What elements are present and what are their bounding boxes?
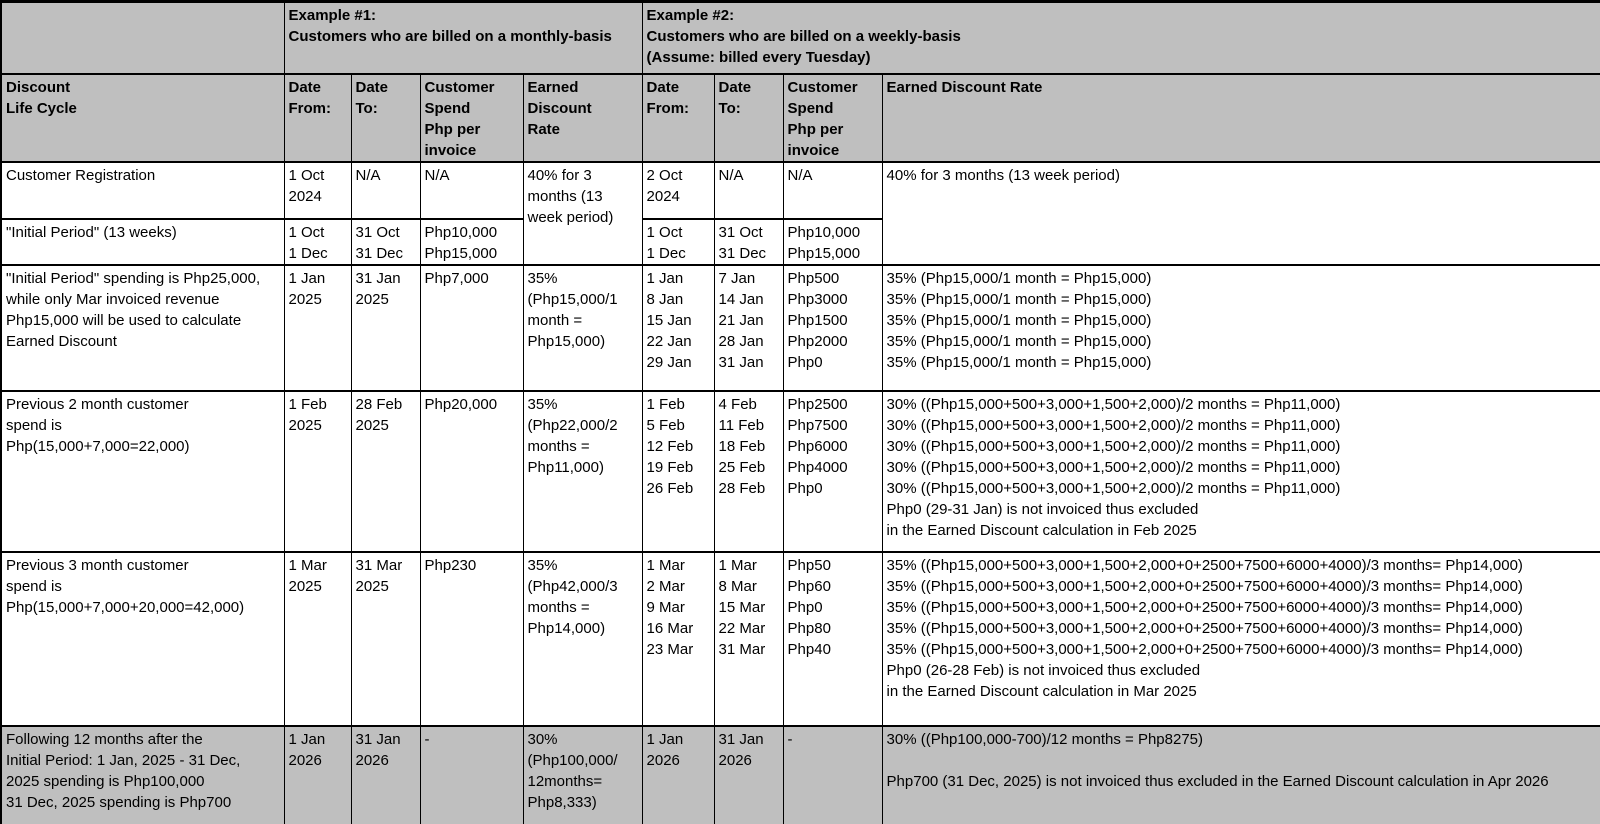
header-ex2-date-from: Date From: bbox=[641, 72, 715, 163]
cell-life-cycle: Previous 2 month customer spend is Php(1… bbox=[0, 389, 285, 553]
cell-ex1-date-from: 1 Mar 2025 bbox=[283, 550, 352, 727]
cell-ex2-rate: 35% (Php15,000/1 month = Php15,000) 35% … bbox=[881, 263, 1600, 392]
header-ex1-date-from: Date From: bbox=[283, 72, 352, 163]
cell-ex1-rate: 35% (Php42,000/3 months = Php14,000) bbox=[522, 550, 643, 727]
table-row-column-headers: Discount Life Cycle Date From: Date To: … bbox=[0, 72, 1600, 163]
cell-ex2-rate: 30% ((Php100,000-700)/12 months = Php827… bbox=[881, 724, 1600, 824]
cell-ex2-spend: Php50 Php60 Php0 Php80 Php40 bbox=[782, 550, 883, 727]
table-row-initial-period-spending: "Initial Period" spending is Php25,000, … bbox=[0, 263, 1600, 392]
table-row-customer-registration: Customer Registration 1 Oct 2024 N/A N/A… bbox=[0, 160, 1600, 266]
header-life-cycle: Discount Life Cycle bbox=[0, 72, 285, 163]
header-ex1-spend: Customer Spend Php per invoice bbox=[419, 72, 524, 163]
corner-cell bbox=[0, 0, 285, 75]
cell-ex1-date-to: 31 Oct 31 Dec bbox=[350, 217, 421, 266]
header-ex2-rate: Earned Discount Rate bbox=[881, 72, 1600, 163]
cell-life-cycle: Customer Registration bbox=[0, 160, 285, 220]
table-row-following-12-months: Following 12 months after the Initial Pe… bbox=[0, 724, 1600, 824]
cell-ex2-rate: 30% ((Php15,000+500+3,000+1,500+2,000)/2… bbox=[881, 389, 1600, 553]
header-ex1-date-to: Date To: bbox=[350, 72, 421, 163]
cell-ex1-rate: 35% (Php22,000/2 months = Php11,000) bbox=[522, 389, 643, 553]
cell-ex2-date-from: 1 Mar 2 Mar 9 Mar 16 Mar 23 Mar bbox=[641, 550, 715, 727]
cell-ex1-rate-merged: 40% for 3 months (13 week period) bbox=[522, 160, 643, 266]
cell-ex2-date-from: 1 Feb 5 Feb 12 Feb 19 Feb 26 Feb bbox=[641, 389, 715, 553]
cell-ex2-date-to: 31 Oct 31 Dec bbox=[713, 217, 784, 266]
cell-ex1-spend: - bbox=[419, 724, 524, 824]
cell-ex2-date-from: 2 Oct 2024 bbox=[641, 160, 715, 220]
cell-life-cycle: "Initial Period" spending is Php25,000, … bbox=[0, 263, 285, 392]
cell-ex1-date-to: 28 Feb 2025 bbox=[350, 389, 421, 553]
cell-ex1-spend: Php10,000 Php15,000 bbox=[419, 217, 524, 266]
cell-life-cycle: Previous 3 month customer spend is Php(1… bbox=[0, 550, 285, 727]
cell-ex2-date-to: N/A bbox=[713, 160, 784, 220]
cell-ex1-date-from: 1 Oct 1 Dec bbox=[283, 217, 352, 266]
cell-ex2-date-to: 1 Mar 8 Mar 15 Mar 22 Mar 31 Mar bbox=[713, 550, 784, 727]
cell-ex1-date-to: N/A bbox=[350, 160, 421, 220]
example2-title: Example #2: Customers who are billed on … bbox=[641, 0, 1600, 75]
cell-ex2-date-from: 1 Jan 8 Jan 15 Jan 22 Jan 29 Jan bbox=[641, 263, 715, 392]
cell-ex1-date-to: 31 Jan 2025 bbox=[350, 263, 421, 392]
cell-ex2-date-to: 31 Jan 2026 bbox=[713, 724, 784, 824]
cell-ex1-spend: Php7,000 bbox=[419, 263, 524, 392]
table-row-initial-period: "Initial Period" (13 weeks) 1 Oct 1 Dec … bbox=[0, 217, 1600, 266]
cell-ex1-rate: 35% (Php15,000/1 month = Php15,000) bbox=[522, 263, 643, 392]
cell-ex2-spend: - bbox=[782, 724, 883, 824]
cell-ex1-spend: Php230 bbox=[419, 550, 524, 727]
cell-ex2-rate: 35% ((Php15,000+500+3,000+1,500+2,000+0+… bbox=[881, 550, 1600, 727]
cell-ex2-date-from: 1 Oct 1 Dec bbox=[641, 217, 715, 266]
cell-ex1-date-to: 31 Mar 2025 bbox=[350, 550, 421, 727]
table-row-example-titles: Example #1: Customers who are billed on … bbox=[0, 0, 1600, 75]
cell-ex2-spend: Php2500 Php7500 Php6000 Php4000 Php0 bbox=[782, 389, 883, 553]
header-ex2-date-to: Date To: bbox=[713, 72, 784, 163]
cell-ex2-date-from: 1 Jan 2026 bbox=[641, 724, 715, 824]
example1-title: Example #1: Customers who are billed on … bbox=[283, 0, 643, 75]
cell-ex1-date-from: 1 Feb 2025 bbox=[283, 389, 352, 553]
header-ex2-spend: Customer Spend Php per invoice bbox=[782, 72, 883, 163]
header-ex1-rate: Earned Discount Rate bbox=[522, 72, 643, 163]
cell-life-cycle: Following 12 months after the Initial Pe… bbox=[0, 724, 285, 824]
cell-life-cycle: "Initial Period" (13 weeks) bbox=[0, 217, 285, 266]
cell-ex1-date-from: 1 Jan 2026 bbox=[283, 724, 352, 824]
cell-ex2-date-to: 7 Jan 14 Jan 21 Jan 28 Jan 31 Jan bbox=[713, 263, 784, 392]
cell-ex2-rate-merged: 40% for 3 months (13 week period) bbox=[881, 160, 1600, 266]
cell-ex2-spend: Php10,000 Php15,000 bbox=[782, 217, 883, 266]
cell-ex1-spend: Php20,000 bbox=[419, 389, 524, 553]
table-row-previous-2-month: Previous 2 month customer spend is Php(1… bbox=[0, 389, 1600, 553]
cell-ex2-spend: Php500 Php3000 Php1500 Php2000 Php0 bbox=[782, 263, 883, 392]
cell-ex2-spend: N/A bbox=[782, 160, 883, 220]
cell-ex1-date-from: 1 Jan 2025 bbox=[283, 263, 352, 392]
cell-ex1-date-from: 1 Oct 2024 bbox=[283, 160, 352, 220]
table-row-previous-3-month: Previous 3 month customer spend is Php(1… bbox=[0, 550, 1600, 727]
cell-ex2-date-to: 4 Feb 11 Feb 18 Feb 25 Feb 28 Feb bbox=[713, 389, 784, 553]
cell-ex1-rate: 30% (Php100,000/ 12months= Php8,333) bbox=[522, 724, 643, 824]
cell-ex1-date-to: 31 Jan 2026 bbox=[350, 724, 421, 824]
cell-ex1-spend: N/A bbox=[419, 160, 524, 220]
